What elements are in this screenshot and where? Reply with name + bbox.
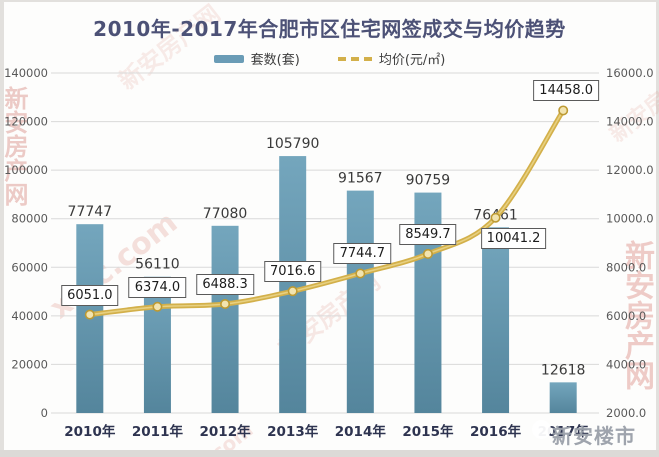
- line-point-2011年: [152, 301, 163, 312]
- right-axis-tick: 4000.0: [606, 357, 646, 371]
- bottom-edge-strip: [0, 450, 659, 457]
- line-point-2013年: [287, 286, 298, 297]
- x-axis-label: 2010年: [64, 423, 116, 440]
- bar-value-label: 90759: [406, 173, 451, 189]
- left-axis-tick: 40000: [11, 309, 48, 323]
- legend-label-units: 套数(套): [250, 53, 300, 68]
- right-axis-tick: 6000.0: [606, 309, 646, 323]
- bar-2011年: [143, 276, 171, 413]
- x-axis-label: 2015年: [402, 423, 454, 440]
- x-axis-label: 2011年: [132, 423, 184, 440]
- bar-value-label: 91567: [338, 171, 383, 187]
- right-axis-tick: 8000.0: [606, 260, 646, 274]
- line-point-2014年: [355, 268, 366, 279]
- bar-value-label: 105790: [266, 136, 319, 152]
- legend: 套数(套) 均价(元/㎡): [0, 49, 659, 68]
- bar-2015年: [414, 192, 442, 413]
- legend-item-units[interactable]: 套数(套): [213, 49, 300, 68]
- bar-2016年: [482, 227, 510, 413]
- left-axis-tick: 80000: [11, 212, 48, 226]
- line-point-2012年: [220, 298, 231, 309]
- bar-2017年: [549, 382, 577, 413]
- chart-title: 2010年-2017年合肥市区住宅网签成交与均价趋势: [93, 17, 566, 41]
- bar-series-swatch-icon: [213, 54, 244, 63]
- left-axis-tick: 140000: [4, 66, 48, 80]
- footer-logo-circle: [532, 420, 551, 439]
- bar-2014年: [346, 190, 374, 413]
- legend-label-price: 均价(元/㎡): [378, 53, 446, 68]
- right-axis-tick: 10000.0: [606, 212, 654, 226]
- line-point-2017年: [558, 105, 569, 116]
- line-series-swatch-icon: [337, 56, 372, 61]
- bar-2013年: [279, 156, 307, 413]
- left-axis-tick: 100000: [4, 163, 48, 177]
- x-axis-label: 2016年: [470, 423, 522, 440]
- right-axis-tick: 12000.0: [606, 163, 654, 177]
- right-axis-tick: 14000.0: [606, 115, 654, 129]
- bar-value-label: 56110: [135, 257, 180, 273]
- bar-2012年: [211, 225, 239, 413]
- right-axis-tick: 2000.0: [606, 406, 646, 420]
- footer-brand-watermark: 新安楼市: [552, 424, 636, 448]
- chart-panel: [4, 2, 656, 450]
- line-point-2010年: [84, 309, 95, 320]
- x-axis-label: 2012年: [200, 423, 252, 440]
- bar-value-label: 77080: [203, 206, 248, 222]
- left-axis-tick: 120000: [4, 115, 48, 129]
- x-axis-label: 2014年: [335, 423, 387, 440]
- bar-value-label: 12618: [541, 362, 586, 378]
- x-axis-label: 2013年: [267, 423, 319, 440]
- line-point-2015年: [422, 248, 433, 259]
- left-axis-tick: 0: [41, 406, 48, 420]
- legend-item-price[interactable]: 均价(元/㎡): [337, 49, 446, 68]
- right-axis-tick: 16000.0: [606, 66, 654, 80]
- line-point-2016年: [490, 212, 501, 223]
- left-axis-tick: 60000: [11, 260, 48, 274]
- bar-value-label: 77747: [68, 204, 113, 220]
- left-axis-tick: 20000: [11, 357, 48, 371]
